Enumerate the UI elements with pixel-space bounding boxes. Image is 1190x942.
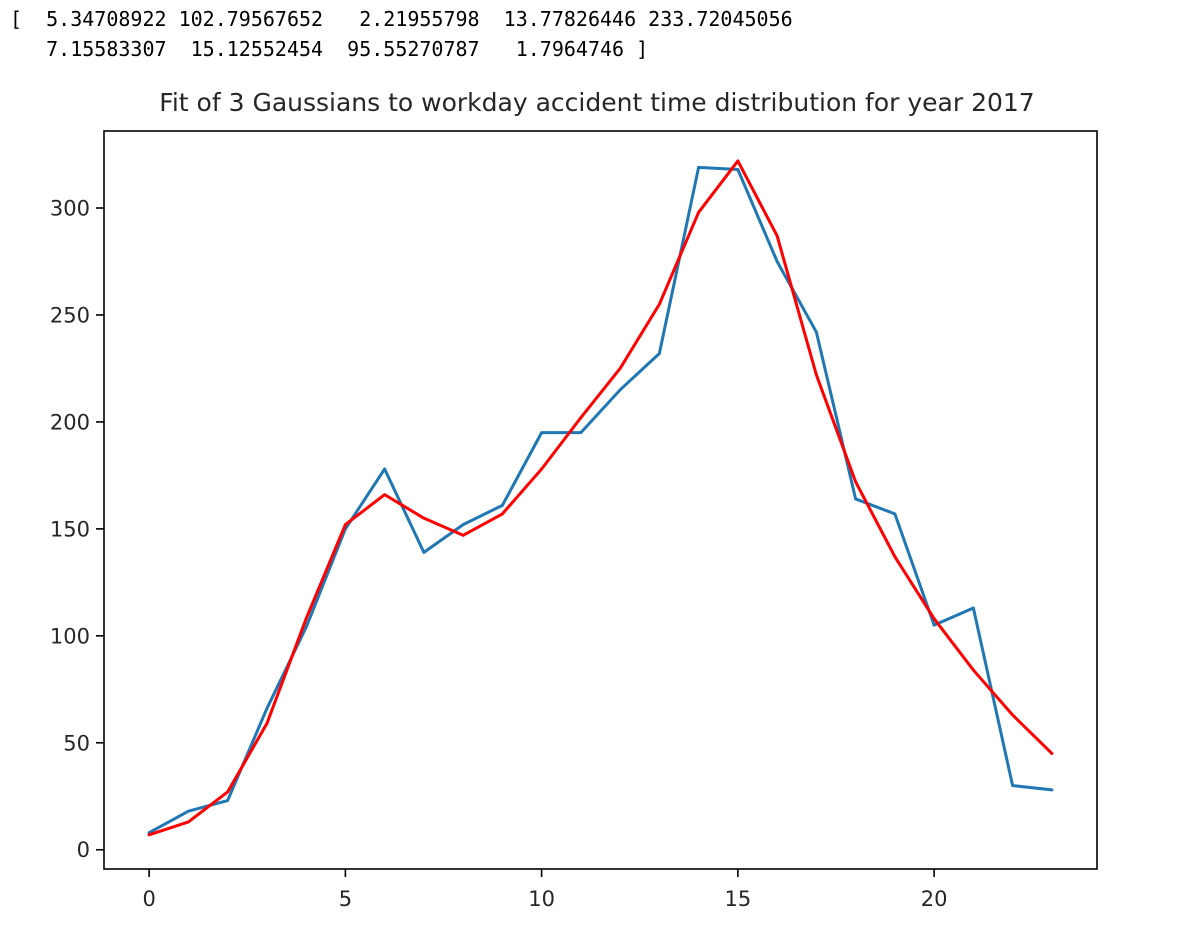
- x-tick-label: 5: [339, 887, 352, 911]
- series-2-point: [540, 467, 544, 471]
- series-2-point: [893, 555, 897, 559]
- series-layer: [147, 159, 1054, 837]
- series-1-point: [971, 606, 975, 610]
- series-2-point: [854, 480, 858, 484]
- series-2-point: [500, 512, 504, 516]
- y-tick-label: 50: [63, 731, 90, 755]
- plot-frame: [103, 130, 1098, 870]
- series-2-point: [932, 617, 936, 621]
- y-tick-label: 300: [50, 197, 90, 221]
- series-2-point: [1050, 752, 1054, 755]
- series-2-point: [971, 668, 975, 672]
- series-2-point: [775, 234, 779, 238]
- cell-output: [ 5.34708922 102.79567652 2.21955798 13.…: [10, 4, 793, 64]
- series-1-point: [1050, 788, 1054, 792]
- series-1-point: [226, 799, 230, 802]
- series-2-point: [736, 159, 740, 163]
- series-line-2: [147, 159, 1054, 837]
- y-tick-label: 200: [50, 410, 90, 434]
- series-1-point: [422, 551, 426, 554]
- series-2-point: [226, 790, 230, 794]
- series-1-point: [265, 707, 269, 710]
- series-2-point: [186, 820, 190, 824]
- y-tick-label: 100: [50, 624, 90, 648]
- series-1-point: [893, 512, 897, 516]
- series-2-point: [265, 722, 269, 725]
- series-1-point: [736, 168, 740, 171]
- series-2-point: [618, 367, 622, 370]
- series-2-point: [383, 493, 387, 497]
- x-tick-label: 0: [142, 887, 155, 911]
- x-axis: 0 5 10 15 20: [142, 869, 947, 911]
- y-tick-label: 250: [50, 303, 90, 327]
- series-1-point: [579, 431, 583, 435]
- y-tick-label: 150: [50, 517, 90, 541]
- series-2-point: [814, 373, 818, 377]
- series-2-point: [422, 516, 426, 520]
- series-2-point: [147, 833, 151, 837]
- x-tick-label: 20: [921, 887, 948, 911]
- series-1-point: [697, 165, 701, 169]
- series-1-point: [814, 330, 818, 334]
- series-2-point: [579, 416, 583, 420]
- series-2-point: [461, 533, 465, 537]
- series-1-point: [854, 497, 858, 501]
- series-1-point: [540, 431, 544, 435]
- series-1-point: [657, 352, 661, 355]
- series-1-point: [1011, 784, 1015, 787]
- series-1-point: [775, 260, 779, 263]
- series-2-point: [304, 617, 308, 621]
- series-1-point: [500, 503, 504, 507]
- series-2-point: [343, 523, 347, 526]
- output-line: 7.15583307 15.12552454 95.55270787 1.796…: [10, 37, 649, 61]
- series-1-point: [383, 467, 387, 471]
- x-tick-label: 10: [528, 887, 555, 911]
- chart-title: Fit of 3 Gaussians to workday accident t…: [159, 88, 1034, 117]
- y-axis: 0 50 100 150 200 250 300: [50, 197, 104, 862]
- series-1-point: [461, 523, 465, 526]
- series-2-point: [1011, 713, 1015, 717]
- output-line: [ 5.34708922 102.79567652 2.21955798 13.…: [10, 7, 793, 31]
- series-2-point: [657, 302, 661, 306]
- series-1-point: [186, 809, 190, 813]
- series-2-point: [697, 210, 701, 214]
- x-tick-label: 15: [725, 887, 752, 911]
- series-1-point: [932, 623, 936, 627]
- series-1-point: [304, 625, 308, 629]
- y-tick-label: 0: [77, 838, 90, 862]
- series-line-1: [147, 165, 1054, 835]
- series-1-point: [618, 388, 622, 392]
